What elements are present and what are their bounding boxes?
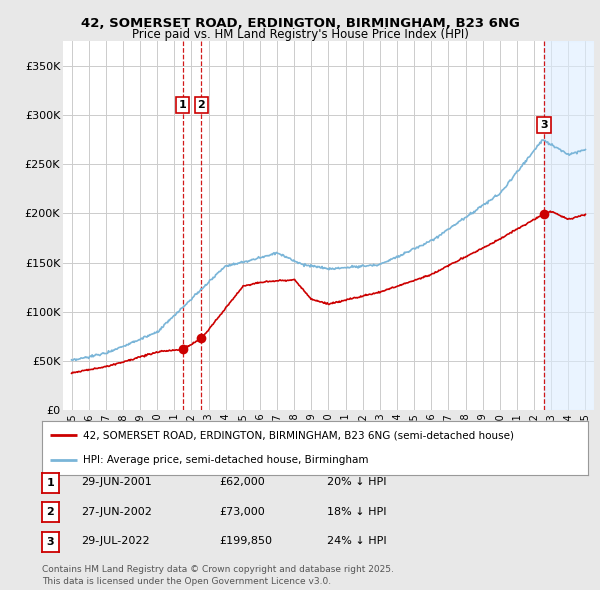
- Text: 18% ↓ HPI: 18% ↓ HPI: [327, 507, 386, 516]
- Text: £73,000: £73,000: [219, 507, 265, 516]
- Text: 42, SOMERSET ROAD, ERDINGTON, BIRMINGHAM, B23 6NG (semi-detached house): 42, SOMERSET ROAD, ERDINGTON, BIRMINGHAM…: [83, 430, 514, 440]
- Text: 42, SOMERSET ROAD, ERDINGTON, BIRMINGHAM, B23 6NG: 42, SOMERSET ROAD, ERDINGTON, BIRMINGHAM…: [80, 17, 520, 30]
- Text: 1: 1: [47, 478, 54, 487]
- Text: HPI: Average price, semi-detached house, Birmingham: HPI: Average price, semi-detached house,…: [83, 455, 368, 466]
- Text: 3: 3: [47, 537, 54, 546]
- Text: Contains HM Land Registry data © Crown copyright and database right 2025.
This d: Contains HM Land Registry data © Crown c…: [42, 565, 394, 586]
- Text: 20% ↓ HPI: 20% ↓ HPI: [327, 477, 386, 487]
- Text: 3: 3: [540, 120, 548, 130]
- Text: Price paid vs. HM Land Registry's House Price Index (HPI): Price paid vs. HM Land Registry's House …: [131, 28, 469, 41]
- Text: 2: 2: [47, 507, 54, 517]
- Text: £62,000: £62,000: [219, 477, 265, 487]
- Bar: [544, 41, 594, 410]
- Text: 1: 1: [179, 100, 187, 110]
- Text: 29-JUL-2022: 29-JUL-2022: [81, 536, 149, 546]
- Text: 24% ↓ HPI: 24% ↓ HPI: [327, 536, 386, 546]
- Text: 29-JUN-2001: 29-JUN-2001: [81, 477, 152, 487]
- Text: 2: 2: [197, 100, 205, 110]
- Text: £199,850: £199,850: [219, 536, 272, 546]
- Text: 27-JUN-2002: 27-JUN-2002: [81, 507, 152, 516]
